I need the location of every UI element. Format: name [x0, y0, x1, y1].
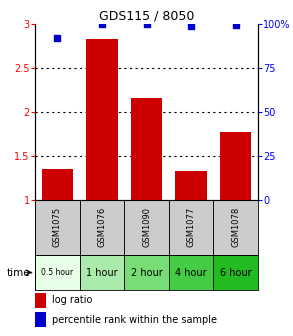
Bar	[35, 312, 46, 327]
Text: 6 hour: 6 hour	[220, 267, 251, 278]
Point	[55, 36, 60, 41]
Bar	[176, 171, 207, 200]
Bar	[80, 200, 124, 255]
Bar	[169, 255, 213, 290]
Point	[100, 21, 104, 26]
Text: GSM1077: GSM1077	[187, 207, 195, 248]
Point	[189, 24, 193, 29]
Bar	[80, 255, 124, 290]
Text: time: time	[7, 267, 31, 278]
Bar	[124, 255, 169, 290]
Text: 1 hour: 1 hour	[86, 267, 118, 278]
Text: GSM1076: GSM1076	[98, 207, 106, 248]
Bar	[42, 169, 73, 200]
Bar	[35, 200, 80, 255]
Bar	[86, 39, 117, 200]
Bar	[35, 293, 46, 308]
Bar	[213, 200, 258, 255]
Text: percentile rank within the sample: percentile rank within the sample	[52, 315, 217, 325]
Text: GSM1090: GSM1090	[142, 207, 151, 247]
Text: 0.5 hour: 0.5 hour	[41, 268, 74, 277]
Text: log ratio: log ratio	[52, 295, 92, 305]
Bar	[220, 132, 251, 200]
Text: 4 hour: 4 hour	[175, 267, 207, 278]
Title: GDS115 / 8050: GDS115 / 8050	[99, 9, 194, 23]
Bar	[213, 255, 258, 290]
Text: GSM1075: GSM1075	[53, 207, 62, 247]
Bar	[35, 255, 80, 290]
Text: 2 hour: 2 hour	[131, 267, 162, 278]
Bar	[131, 98, 162, 200]
Bar	[169, 200, 213, 255]
Point	[233, 23, 238, 28]
Text: GSM1078: GSM1078	[231, 207, 240, 248]
Point	[144, 21, 149, 26]
Bar	[124, 200, 169, 255]
